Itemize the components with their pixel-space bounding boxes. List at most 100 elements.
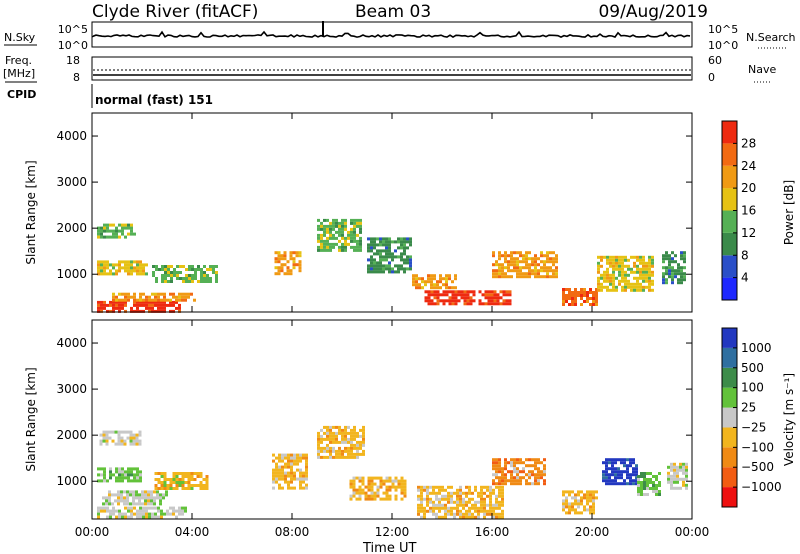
data-pixel <box>359 224 362 228</box>
data-pixel <box>427 277 430 281</box>
data-pixel <box>637 490 640 493</box>
data-pixel <box>487 296 491 300</box>
y-axis-label: Slant Range [km] <box>24 367 38 471</box>
data-pixel <box>121 512 124 516</box>
data-pixel <box>341 218 344 222</box>
data-pixel <box>602 473 605 477</box>
data-pixel <box>132 436 136 440</box>
data-pixel <box>492 515 495 519</box>
data-pixel <box>624 255 627 259</box>
data-pixel <box>293 456 296 460</box>
data-pixel <box>102 436 106 440</box>
data-pixel <box>426 500 429 504</box>
data-pixel <box>142 506 145 510</box>
data-pixel <box>167 274 170 277</box>
data-pixel <box>359 236 362 240</box>
data-pixel <box>129 493 132 497</box>
data-pixel <box>640 490 643 493</box>
data-pixel <box>215 280 218 283</box>
data-pixel <box>193 472 197 475</box>
data-pixel <box>178 309 181 313</box>
data-pixel <box>394 249 397 253</box>
data-pixel <box>163 303 166 307</box>
data-pixel <box>172 512 175 516</box>
data-pixel <box>420 494 423 498</box>
data-pixel <box>353 230 356 234</box>
data-pixel <box>477 500 480 504</box>
data-pixel <box>362 428 365 432</box>
data-pixel <box>436 286 439 290</box>
data-pixel <box>592 502 595 506</box>
data-pixel <box>166 487 170 490</box>
data-pixel <box>448 274 451 278</box>
data-pixel <box>126 436 130 440</box>
data-pixel <box>127 232 130 236</box>
data-pixel <box>668 254 671 258</box>
data-pixel <box>362 431 365 435</box>
data-pixel <box>540 254 543 258</box>
data-pixel <box>394 494 398 498</box>
data-pixel <box>513 470 516 474</box>
data-pixel <box>136 509 139 513</box>
data-pixel <box>403 494 407 498</box>
data-pixel <box>454 290 458 294</box>
data-pixel <box>100 300 103 304</box>
data-pixel <box>338 224 341 228</box>
data-pixel <box>492 482 495 486</box>
data-pixel <box>568 294 571 297</box>
data-pixel <box>595 490 598 494</box>
data-pixel <box>203 274 206 277</box>
data-pixel <box>430 290 434 294</box>
data-pixel <box>562 505 565 509</box>
data-pixel <box>426 509 429 513</box>
data-pixel <box>115 509 118 513</box>
data-pixel <box>202 478 206 481</box>
colorbar-segment <box>722 165 737 189</box>
data-pixel <box>571 297 574 300</box>
data-pixel <box>290 474 293 478</box>
data-pixel <box>102 496 105 500</box>
data-pixel <box>451 286 454 290</box>
data-pixel <box>176 274 179 277</box>
data-pixel <box>642 270 645 274</box>
data-pixel <box>603 285 606 289</box>
data-pixel <box>373 240 376 244</box>
y-tick-label: 1000 <box>56 267 87 281</box>
data-pixel <box>531 260 534 264</box>
data-pixel <box>349 494 353 498</box>
data-pixel <box>356 434 359 438</box>
data-pixel <box>471 497 474 501</box>
data-pixel <box>178 303 181 307</box>
data-pixel <box>537 482 540 486</box>
data-pixel <box>618 279 621 283</box>
data-pixel <box>302 477 305 481</box>
data-pixel <box>148 506 151 510</box>
data-pixel <box>129 430 133 434</box>
data-pixel <box>603 279 606 283</box>
data-pixel <box>100 479 103 483</box>
data-pixel <box>645 285 648 289</box>
data-pixel <box>456 512 459 516</box>
data-pixel <box>364 494 368 498</box>
data-pixel <box>139 295 142 299</box>
data-pixel <box>495 464 498 468</box>
data-pixel <box>287 483 290 487</box>
data-pixel <box>662 257 665 261</box>
data-pixel <box>492 254 495 258</box>
data-pixel <box>400 476 404 480</box>
data-pixel <box>139 292 142 296</box>
data-pixel <box>617 467 620 471</box>
data-pixel <box>112 306 115 310</box>
data-cell-1 <box>102 490 168 506</box>
data-pixel <box>284 471 287 475</box>
data-pixel <box>359 443 362 447</box>
data-pixel <box>637 478 640 481</box>
data-pixel <box>121 223 124 227</box>
data-pixel <box>118 266 121 270</box>
data-pixel <box>272 486 275 490</box>
data-pixel <box>430 299 434 303</box>
data-pixel <box>138 493 141 497</box>
data-pixel <box>353 224 356 228</box>
data-pixel <box>286 260 290 264</box>
data-pixel <box>121 306 124 310</box>
